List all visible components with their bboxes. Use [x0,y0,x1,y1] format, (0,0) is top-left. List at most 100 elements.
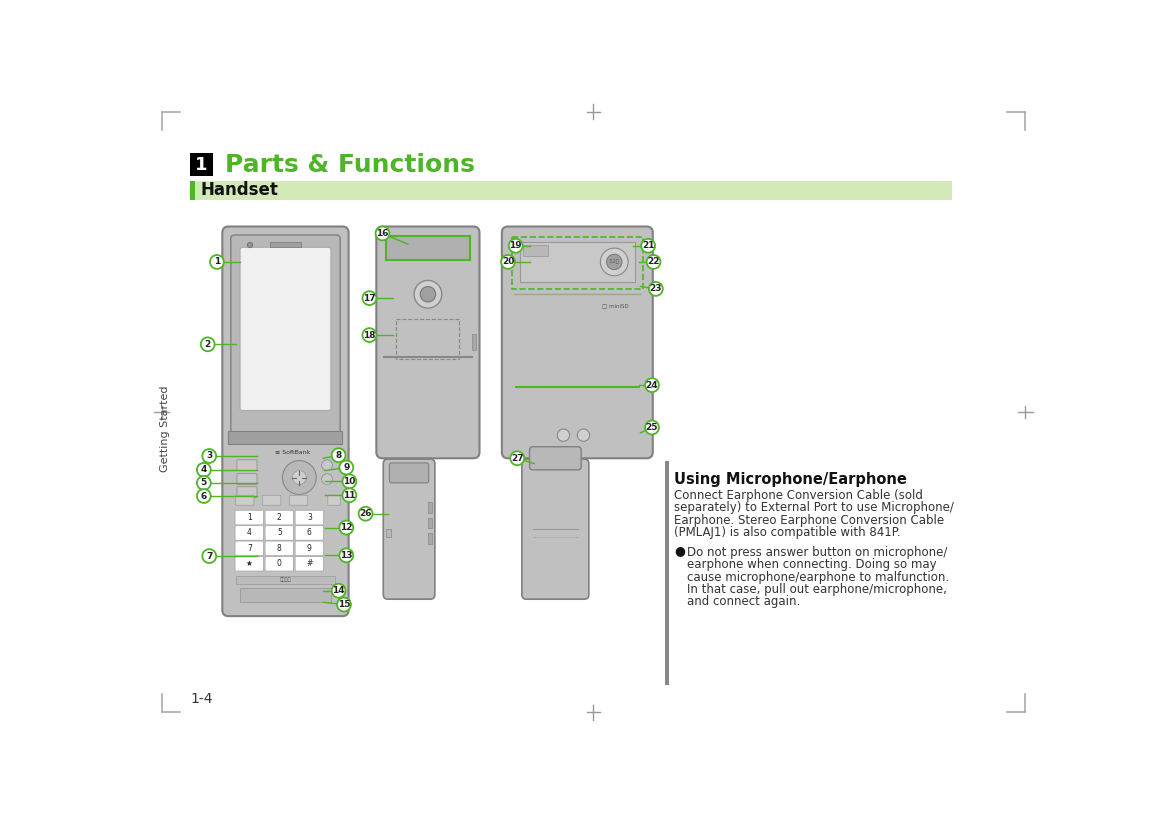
Text: 22: 22 [647,257,660,267]
Circle shape [645,420,659,434]
Text: 17: 17 [364,294,375,303]
FancyBboxPatch shape [522,459,589,599]
Text: 27: 27 [511,454,523,463]
Text: 24: 24 [646,380,658,389]
Text: 3: 3 [307,513,312,522]
Circle shape [343,474,357,488]
Text: In that case, pull out earphone/microphone,: In that case, pull out earphone/micropho… [687,583,946,596]
Circle shape [248,242,252,248]
Text: 1: 1 [214,257,220,267]
Circle shape [646,255,660,268]
Text: #: # [306,559,313,568]
FancyBboxPatch shape [235,541,264,556]
Text: 5: 5 [277,529,281,538]
Text: ●: ● [674,544,686,557]
FancyBboxPatch shape [263,495,281,505]
Bar [396,319,460,359]
FancyBboxPatch shape [295,541,323,556]
Text: 8: 8 [277,544,281,553]
Bar [190,181,952,200]
Text: 1: 1 [247,513,251,522]
FancyBboxPatch shape [235,510,264,525]
FancyBboxPatch shape [389,463,428,483]
Text: 25: 25 [646,423,658,432]
Text: 20: 20 [501,257,514,267]
Circle shape [607,255,622,269]
Text: 3: 3 [206,451,212,460]
FancyBboxPatch shape [237,473,257,485]
Circle shape [339,460,353,474]
Bar [471,335,476,350]
Circle shape [511,451,525,465]
Text: 1-4: 1-4 [190,691,213,706]
Bar [523,245,548,255]
Circle shape [557,429,570,441]
FancyBboxPatch shape [376,227,479,459]
FancyBboxPatch shape [265,526,294,540]
Text: 21: 21 [642,242,654,251]
Bar [236,576,335,583]
Text: 7: 7 [206,552,212,561]
Text: ≡ SoftBank: ≡ SoftBank [276,450,310,455]
Bar [387,529,391,537]
Bar [386,236,470,260]
Circle shape [293,471,306,485]
Text: 23: 23 [650,285,662,294]
FancyBboxPatch shape [295,557,323,571]
Text: (PMLAJ1) is also compatible with 841P.: (PMLAJ1) is also compatible with 841P. [674,526,901,539]
Circle shape [578,429,589,441]
Circle shape [362,291,376,305]
Bar [190,181,195,200]
Circle shape [420,286,435,302]
Circle shape [343,488,357,502]
Text: 6: 6 [307,529,312,538]
FancyBboxPatch shape [237,460,257,471]
Text: Getting Started: Getting Started [160,386,169,472]
Bar [428,502,432,513]
Text: and connect again.: and connect again. [687,596,800,609]
Circle shape [642,239,655,253]
Circle shape [197,476,211,490]
Text: ★: ★ [245,559,252,568]
Circle shape [203,549,217,563]
Text: 12: 12 [340,523,352,532]
Text: Do not press answer button on microphone/: Do not press answer button on microphone… [687,546,947,559]
FancyBboxPatch shape [235,495,254,505]
Circle shape [283,460,316,494]
Text: 4: 4 [200,465,207,474]
Circle shape [645,378,659,392]
Text: 10: 10 [343,477,356,486]
Text: 3.2㎞: 3.2㎞ [609,259,620,264]
Text: 9: 9 [343,463,350,472]
Circle shape [415,281,442,308]
Bar [428,533,432,543]
Circle shape [200,337,214,351]
FancyBboxPatch shape [265,510,294,525]
FancyBboxPatch shape [501,227,653,459]
Text: 16: 16 [376,229,389,238]
Text: □ miniSD: □ miniSD [602,304,629,308]
Text: earphone when connecting. Doing so may: earphone when connecting. Doing so may [687,558,937,571]
FancyBboxPatch shape [235,557,264,571]
FancyBboxPatch shape [383,459,435,599]
Bar [665,461,669,685]
Text: 0: 0 [277,559,281,568]
Text: 1: 1 [196,156,207,174]
Text: 13: 13 [340,551,352,560]
Circle shape [508,239,522,253]
Circle shape [359,507,373,521]
Text: 26: 26 [359,509,372,518]
FancyBboxPatch shape [265,541,294,556]
Circle shape [337,597,351,611]
Circle shape [322,460,332,471]
Circle shape [203,449,217,463]
Text: 5: 5 [200,478,207,487]
Text: 11: 11 [343,490,356,499]
Circle shape [375,227,389,241]
Bar [512,237,643,289]
Circle shape [331,448,345,462]
Circle shape [501,255,515,268]
FancyBboxPatch shape [295,526,323,540]
Text: 9: 9 [307,544,312,553]
FancyBboxPatch shape [230,235,340,440]
